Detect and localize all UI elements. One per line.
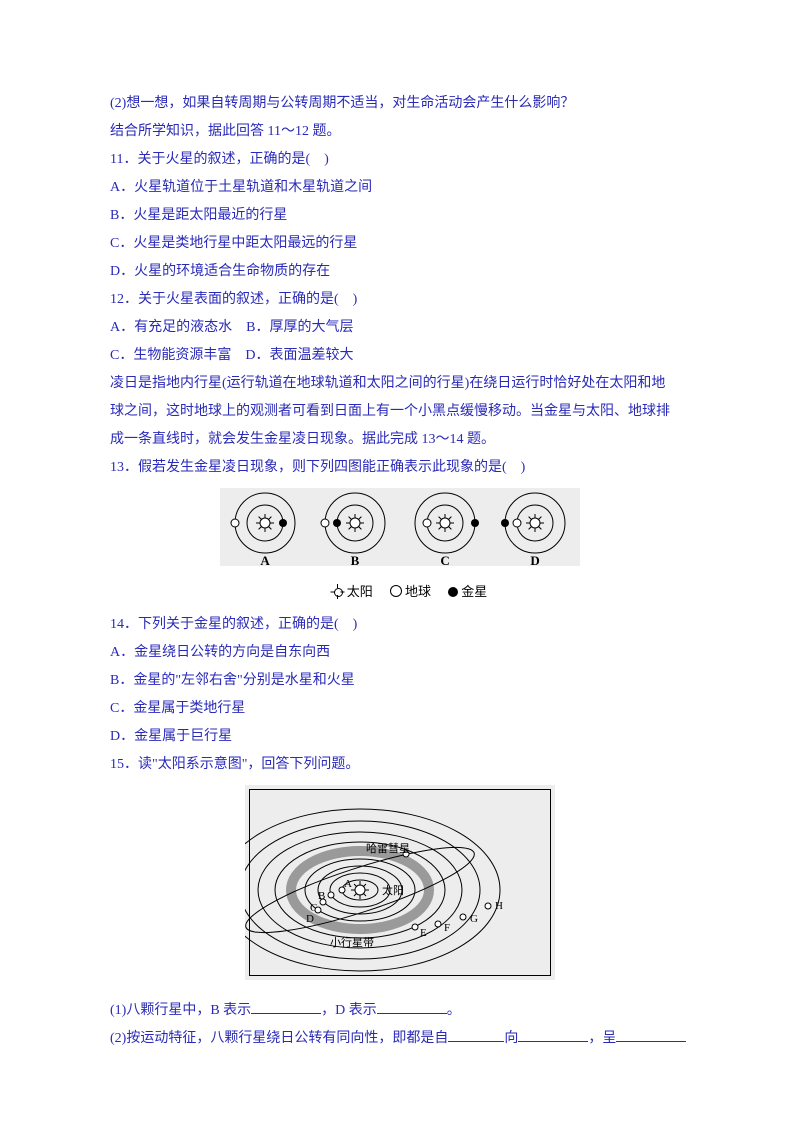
q12-opt-ab: A．有充足的液态水 B．厚厚的大气层 (110, 314, 690, 342)
svg-text:C: C (440, 553, 449, 566)
transit-options-svg: A B (220, 488, 580, 566)
svg-text:哈雷彗星: 哈雷彗星 (366, 842, 410, 855)
q11-opt-d: D．火星的环境适合生命物质的存在 (110, 258, 690, 286)
q11-stem: 11．关于火星的叙述，正确的是( ) (110, 146, 690, 174)
q15-diagram: 太阳 A B C D E F G H 哈雷彗星 小行星带 (110, 785, 690, 991)
q14-stem: 14．下列关于金星的叙述，正确的是( ) (110, 611, 690, 639)
svg-text:H: H (495, 900, 503, 912)
q15-sub1-c: 。 (447, 1003, 461, 1018)
q10-sub2: (2)想一想，如果自转周期与公转周期不适当，对生命活动会产生什么影响？ (110, 90, 690, 118)
q14-opt-c: C．金星属于类地行星 (110, 695, 690, 723)
q15-stem: 15．读"太阳系示意图"，回答下列问题。 (110, 751, 690, 779)
svg-text:E: E (420, 927, 427, 939)
blank (377, 1013, 447, 1014)
q12-stem: 12．关于火星表面的叙述，正确的是( ) (110, 286, 690, 314)
passage-13-14-l1: 凌日是指地内行星(运行轨道在地球轨道和太阳之间的行星)在绕日运行时恰好处在太阳和… (110, 370, 690, 398)
svg-text:A: A (260, 553, 270, 566)
q14-opt-a: A．金星绕日公转的方向是自东向西 (110, 639, 690, 667)
q15-sub2-c: ，呈 (588, 1031, 616, 1046)
svg-text:太阳: 太阳 (382, 884, 404, 897)
legend-earth: 地球 (405, 584, 431, 599)
svg-text:D: D (530, 553, 539, 566)
page: (2)想一想，如果自转周期与公转周期不适当，对生命活动会产生什么影响？ 结合所学… (0, 0, 800, 1132)
q12-opt-cd: C．生物能资源丰富 D．表面温差较大 (110, 342, 690, 370)
q11-opt-b: B．火星是距太阳最近的行星 (110, 202, 690, 230)
svg-text:B: B (351, 553, 360, 566)
venus-icon (448, 587, 458, 597)
passage-13-14-l2: 球之间，这时地球上的观测者可看到日面上有一个小黑点缓慢移动。当金星与太阳、地球排 (110, 398, 690, 426)
q15-sub2-a: (2)按运动特征，八颗行星绕日公转有同向性，即都是自 (110, 1031, 448, 1046)
q13-diagram: A B (110, 488, 690, 605)
svg-text:F: F (444, 922, 450, 934)
passage-13-14-l3: 成一条直线时，就会发生金星凌日现象。据此完成 13～14 题。 (110, 426, 690, 454)
legend-sun: 太阳 (347, 584, 373, 599)
q15-sub1-a: (1)八颗行星中，B 表示 (110, 1003, 251, 1018)
blank (518, 1041, 588, 1042)
svg-text:A: A (344, 878, 352, 890)
legend-venus: 金星 (461, 584, 487, 599)
q14-opt-b: B．金星的"左邻右舍"分别是水星和火星 (110, 667, 690, 695)
q15-sub1-b: ，D 表示 (321, 1003, 377, 1018)
earth-icon (390, 585, 402, 597)
blank (616, 1041, 686, 1042)
q15-sub2-b: 向 (504, 1031, 518, 1046)
svg-text:G: G (470, 913, 478, 925)
sun-icon (331, 585, 344, 598)
solar-system-svg: 太阳 A B C D E F G H 哈雷彗星 小行星带 (245, 785, 555, 980)
intro-11-12: 结合所学知识，据此回答 11～12 题。 (110, 118, 690, 146)
q15-sub1: (1)八颗行星中，B 表示 ，D 表示 。 (110, 997, 690, 1025)
q13-legend: 太阳 地球 金星 (110, 579, 690, 605)
blank (251, 1013, 321, 1014)
svg-text:D: D (306, 913, 314, 925)
belt-label: 小行星带 (330, 936, 374, 949)
blank (448, 1041, 504, 1042)
q14-opt-d: D．金星属于巨行星 (110, 723, 690, 751)
q15-sub2: (2)按运动特征，八颗行星绕日公转有同向性，即都是自 向 ，呈 (110, 1025, 690, 1053)
q11-opt-a: A．火星轨道位于土星轨道和木星轨道之间 (110, 174, 690, 202)
q13-stem: 13．假若发生金星凌日现象，则下列四图能正确表示此现象的是( ) (110, 454, 690, 482)
q11-opt-c: C．火星是类地行星中距太阳最远的行星 (110, 230, 690, 258)
